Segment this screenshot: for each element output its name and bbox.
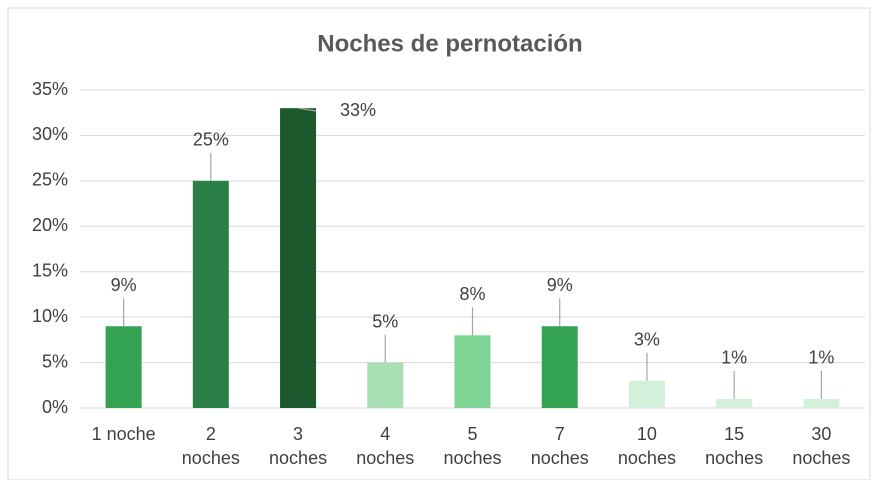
bar xyxy=(367,362,404,408)
x-tick-label: noches xyxy=(269,448,327,468)
bar xyxy=(716,398,753,408)
bar xyxy=(803,398,840,408)
data-label: 25% xyxy=(193,130,229,150)
y-tick-label: 10% xyxy=(32,306,68,326)
bar xyxy=(192,180,229,408)
y-tick-label: 20% xyxy=(32,215,68,235)
y-tick-label: 25% xyxy=(32,170,68,190)
y-tick-label: 30% xyxy=(32,124,68,144)
bar xyxy=(454,335,491,408)
bar xyxy=(280,108,317,409)
chart-title: Noches de pernotación xyxy=(317,30,582,57)
x-tick-label: noches xyxy=(356,448,414,468)
x-tick-label: 1 noche xyxy=(92,424,156,444)
data-label: 9% xyxy=(547,275,573,295)
y-tick-label: 5% xyxy=(42,351,68,371)
chart-frame xyxy=(7,7,871,480)
data-label: 1% xyxy=(808,348,834,368)
bar xyxy=(628,380,665,408)
y-tick-label: 15% xyxy=(32,260,68,280)
x-tick-label: noches xyxy=(705,448,763,468)
data-label: 9% xyxy=(111,275,137,295)
y-tick-label: 0% xyxy=(42,397,68,417)
x-tick-label: 10 xyxy=(637,424,657,444)
x-tick-label: noches xyxy=(531,448,589,468)
x-tick-label: 15 xyxy=(724,424,744,444)
x-tick-label: 4 xyxy=(380,424,390,444)
x-tick-label: 30 xyxy=(811,424,831,444)
data-label: 3% xyxy=(634,329,660,349)
y-tick-label: 35% xyxy=(32,79,68,99)
data-label: 5% xyxy=(372,311,398,331)
x-tick-label: noches xyxy=(182,448,240,468)
data-label: 33% xyxy=(340,100,376,120)
x-tick-label: 7 xyxy=(555,424,565,444)
bar xyxy=(541,326,578,408)
x-tick-label: noches xyxy=(443,448,501,468)
x-tick-label: 5 xyxy=(467,424,477,444)
data-label: 1% xyxy=(721,348,747,368)
x-tick-label: 3 xyxy=(293,424,303,444)
x-tick-label: noches xyxy=(792,448,850,468)
data-label: 8% xyxy=(459,284,485,304)
bar xyxy=(105,326,142,408)
x-tick-label: 2 xyxy=(206,424,216,444)
leader-line xyxy=(297,107,317,112)
x-tick-label: noches xyxy=(618,448,676,468)
